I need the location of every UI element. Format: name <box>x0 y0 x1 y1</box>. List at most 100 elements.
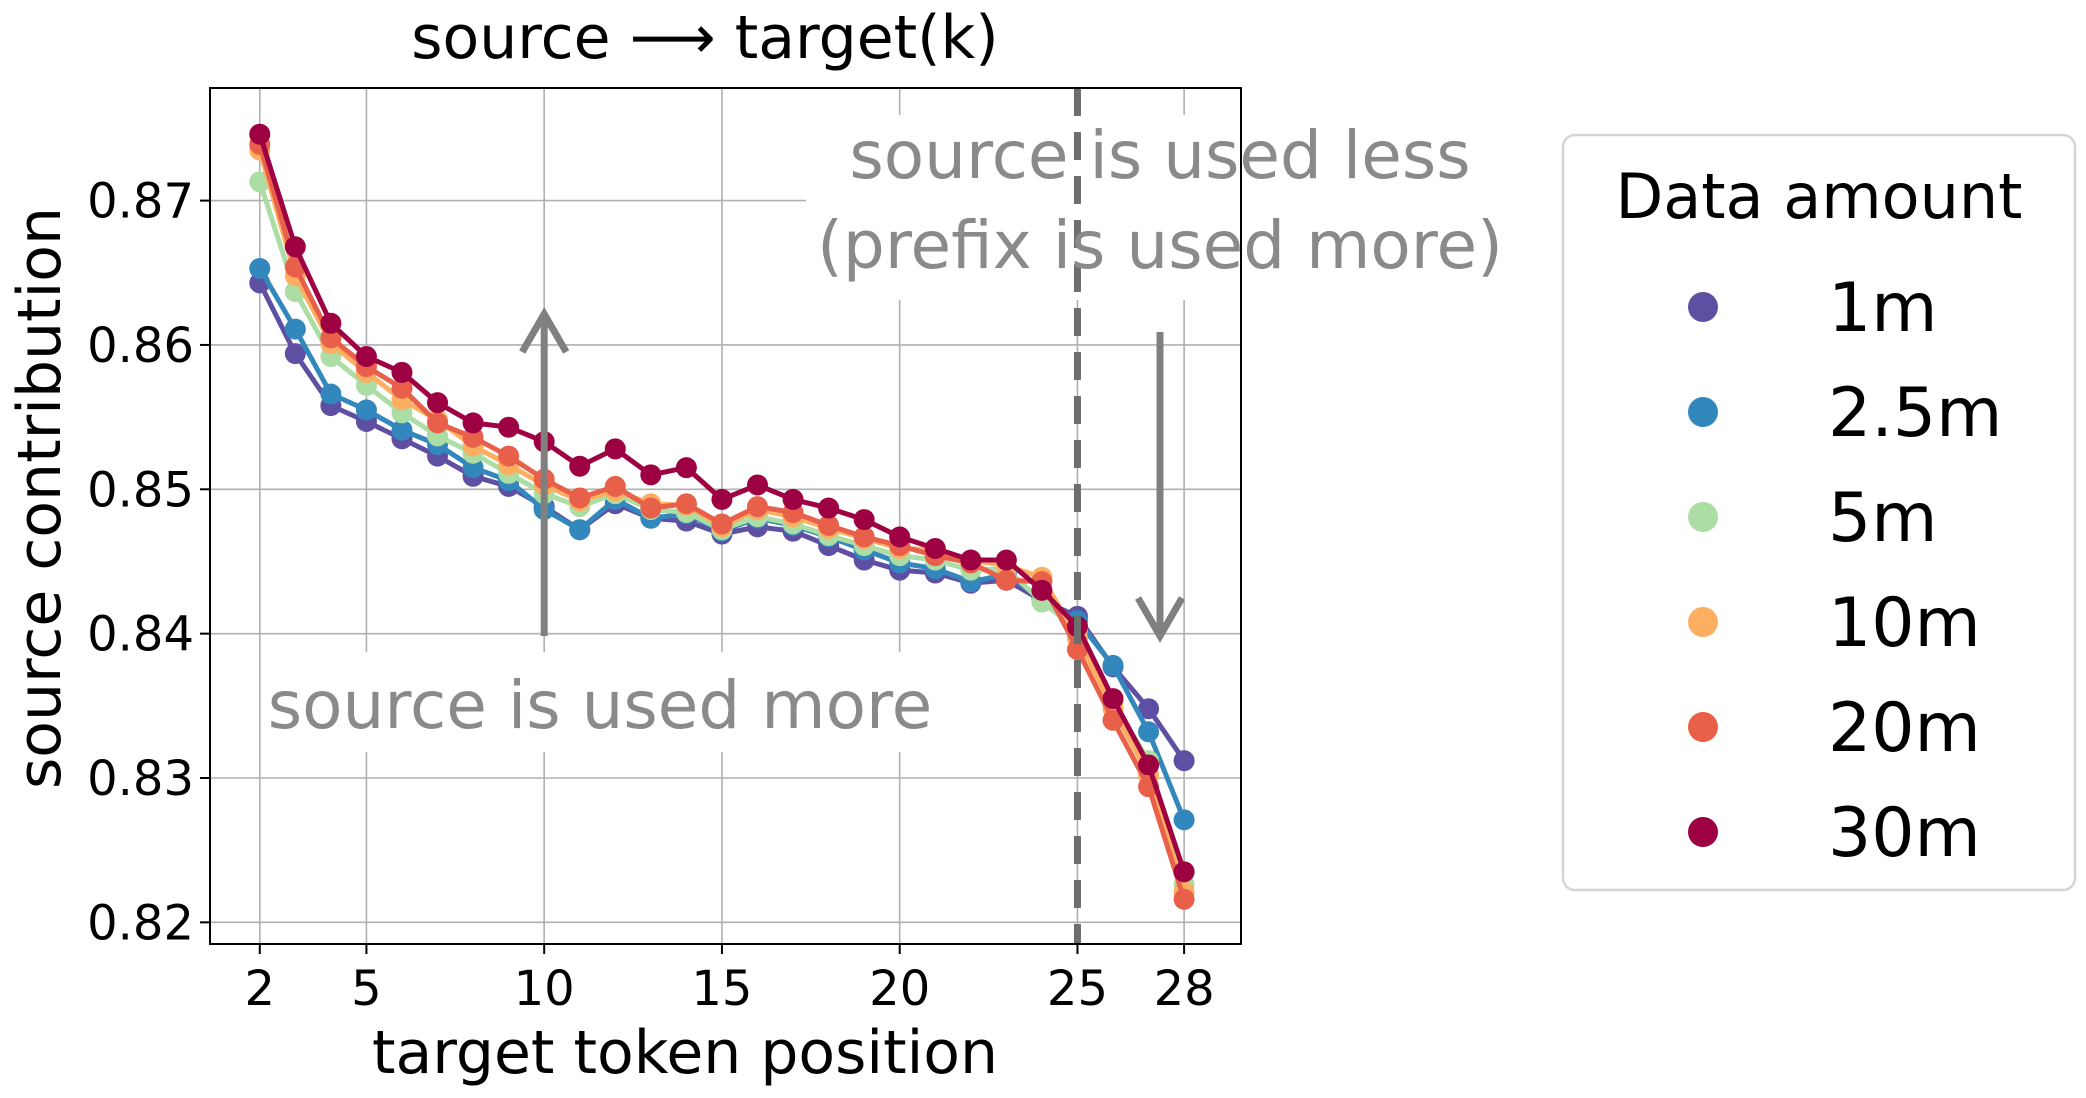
data-point <box>675 493 697 515</box>
data-point <box>711 513 733 535</box>
legend-label: 5m <box>1828 479 1938 558</box>
legend: Data amount 1m 2.5m 5m 10m 20m 30m <box>1561 133 2077 892</box>
annotation-more-bg <box>262 652 938 752</box>
data-point <box>1066 639 1088 661</box>
y-ticks: 0.82 0.83 0.84 0.85 0.86 0.87 <box>87 174 210 951</box>
data-point <box>1138 721 1160 743</box>
data-point <box>604 475 626 497</box>
y-axis-label: source contribution <box>5 207 75 789</box>
legend-entries: 1m 2.5m 5m 10m 20m 30m <box>1688 269 2002 873</box>
data-point <box>1173 809 1195 831</box>
data-point <box>1138 754 1160 776</box>
legend-label: 20m <box>1828 689 1981 768</box>
data-point <box>355 399 377 421</box>
down-arrow-head <box>1134 596 1186 643</box>
x-tick-label: 15 <box>691 961 752 1017</box>
legend-title: Data amount <box>1616 160 2023 233</box>
legend-label: 1m <box>1828 269 1938 348</box>
data-point <box>889 526 911 548</box>
data-point <box>924 537 946 559</box>
data-point <box>1173 861 1195 883</box>
data-point <box>391 419 413 441</box>
data-point <box>746 496 768 518</box>
annotation-more: source is used more <box>268 667 933 744</box>
data-point <box>640 497 662 519</box>
data-point <box>995 569 1017 591</box>
y-tick-label: 0.82 <box>87 895 194 951</box>
data-point <box>320 327 342 349</box>
legend-label: 30m <box>1828 794 1981 873</box>
data-point <box>320 383 342 405</box>
data-point <box>462 457 484 479</box>
x-ticks: 2 5 10 15 20 25 28 <box>244 944 1215 1017</box>
data-point <box>711 488 733 510</box>
legend-marker <box>1688 502 1718 532</box>
data-point <box>818 514 840 536</box>
series-lines <box>249 123 1195 910</box>
data-point <box>782 488 804 510</box>
chart-title: source ⟶ target(k) <box>411 3 998 73</box>
series-30m <box>249 123 1195 883</box>
y-tick-label: 0.86 <box>87 318 194 374</box>
x-tick-label: 28 <box>1154 961 1215 1017</box>
data-point <box>1031 579 1053 601</box>
x-tick-label: 25 <box>1047 961 1108 1017</box>
data-point <box>995 549 1017 571</box>
data-point <box>960 549 982 571</box>
annotations: source is used less (prefix is used more)… <box>268 117 1503 744</box>
y-tick-label: 0.84 <box>87 607 194 663</box>
data-point <box>249 123 271 145</box>
data-point <box>569 519 591 541</box>
data-point <box>853 526 875 548</box>
legend-label: 10m <box>1828 584 1981 663</box>
data-point <box>498 445 520 467</box>
data-point <box>853 509 875 531</box>
data-point <box>462 412 484 434</box>
data-point <box>569 455 591 477</box>
data-point <box>1138 698 1160 720</box>
data-point <box>604 438 626 460</box>
x-tick-label: 5 <box>351 961 382 1017</box>
data-point <box>640 464 662 486</box>
data-point <box>1102 654 1124 676</box>
up-arrow-head <box>519 307 570 354</box>
data-point <box>1173 888 1195 910</box>
legend-marker <box>1688 292 1718 322</box>
legend-marker <box>1688 817 1718 847</box>
legend-label: 2.5m <box>1828 374 2002 453</box>
data-point <box>498 416 520 438</box>
data-point <box>427 412 449 434</box>
x-tick-label: 2 <box>244 961 275 1017</box>
annotation-less-bg <box>806 115 1500 300</box>
data-point <box>1102 688 1124 710</box>
x-axis-label: target token position <box>372 1018 998 1088</box>
data-point <box>818 497 840 519</box>
x-tick-label: 20 <box>869 961 930 1017</box>
data-point <box>391 361 413 383</box>
data-point <box>569 487 591 509</box>
y-tick-label: 0.83 <box>87 751 194 807</box>
data-point <box>391 377 413 399</box>
data-point <box>320 312 342 334</box>
y-tick-label: 0.85 <box>87 462 194 518</box>
data-point <box>249 257 271 279</box>
data-point <box>284 343 306 365</box>
data-point <box>427 392 449 414</box>
annotation-less-line2: (prefix is used more) <box>817 207 1503 284</box>
legend-marker <box>1688 607 1718 637</box>
legend-marker <box>1688 397 1718 427</box>
data-point <box>675 457 697 479</box>
legend-box <box>1561 133 2077 892</box>
x-tick-label: 10 <box>514 961 575 1017</box>
legend-marker <box>1688 712 1718 742</box>
data-point <box>746 474 768 496</box>
y-tick-label: 0.87 <box>87 174 194 230</box>
annotation-backgrounds <box>262 115 1500 752</box>
data-point <box>284 318 306 340</box>
data-point <box>1173 750 1195 772</box>
data-point <box>284 236 306 258</box>
plot-frame <box>209 87 1242 945</box>
annotation-less-line1: source is used less <box>849 117 1470 194</box>
data-point <box>355 345 377 367</box>
